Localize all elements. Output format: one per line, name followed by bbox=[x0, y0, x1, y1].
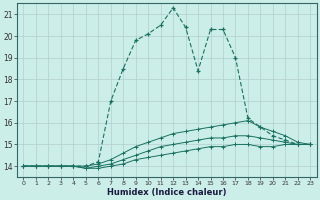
X-axis label: Humidex (Indice chaleur): Humidex (Indice chaleur) bbox=[107, 188, 227, 197]
